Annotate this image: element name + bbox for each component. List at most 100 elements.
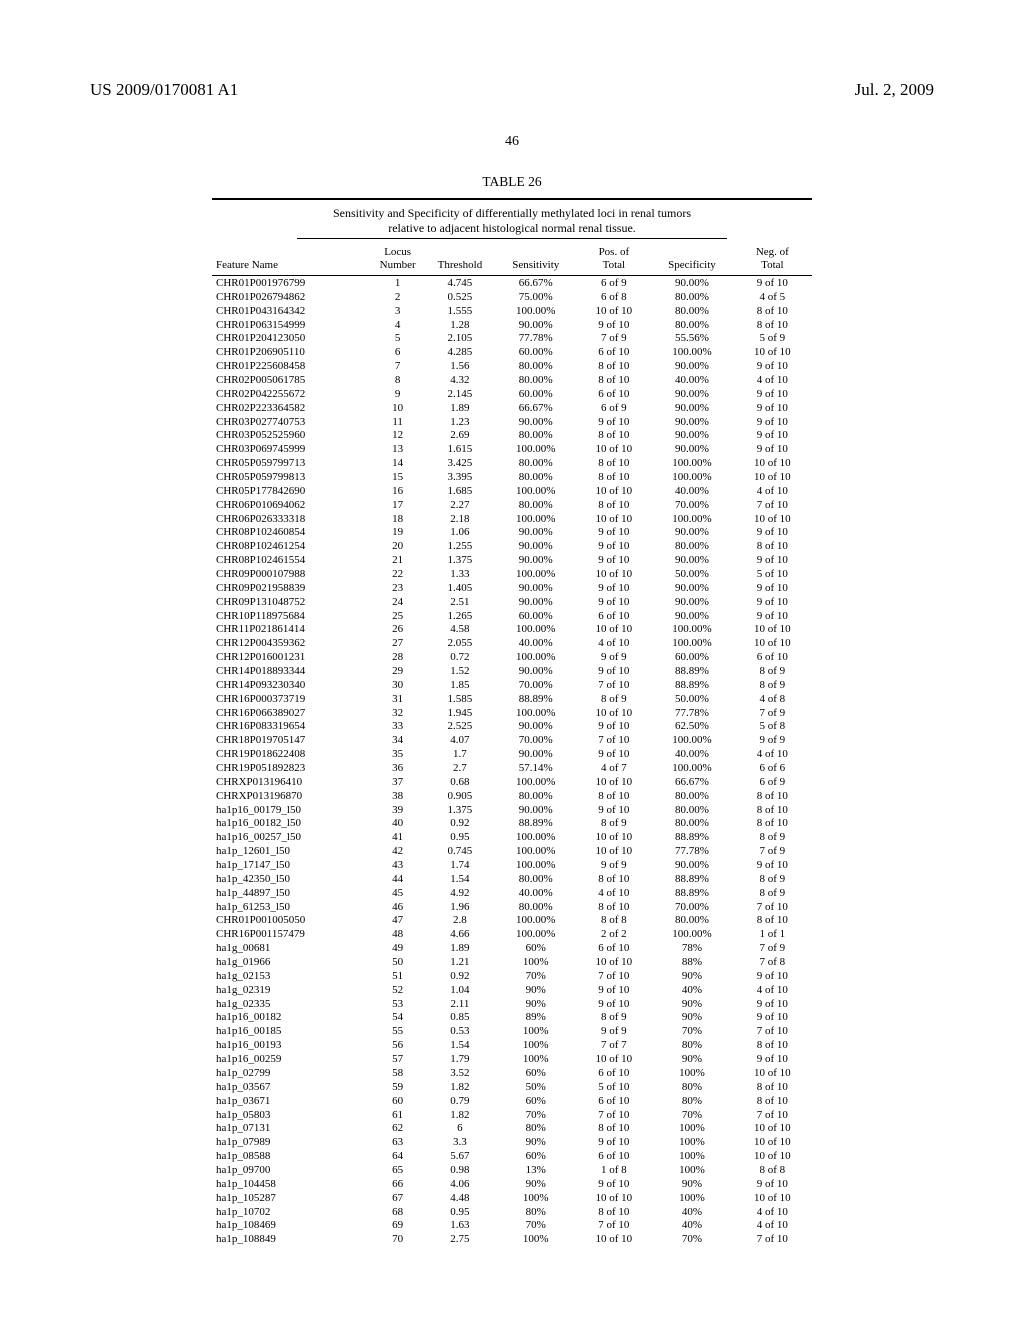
cell-neg-of-total: 10 of 10 [733,1122,812,1136]
table-row: CHR05P177842690161.685100.00%10 of 1040.… [212,484,812,498]
cell-pos-of-total: 10 of 10 [577,623,652,637]
cell-sensitivity: 90.00% [495,748,577,762]
cell-neg-of-total: 4 of 10 [733,748,812,762]
col-feature-name: Feature Name [212,243,370,276]
cell-locus-number: 29 [370,665,424,679]
cell-neg-of-total: 9 of 10 [733,1177,812,1191]
cell-neg-of-total: 6 of 9 [733,775,812,789]
cell-pos-of-total: 10 of 10 [577,443,652,457]
cell-locus-number: 66 [370,1177,424,1191]
cell-sensitivity: 100.00% [495,623,577,637]
table-row: ha1p_108849702.75100%10 of 1070%7 of 10 [212,1233,812,1247]
cell-threshold: 0.92 [425,969,495,983]
cell-specificity: 80.00% [651,789,733,803]
table-row: CHR03P052525960122.6980.00%8 of 1090.00%… [212,429,812,443]
cell-pos-of-total: 9 of 10 [577,997,652,1011]
cell-threshold: 4.66 [425,928,495,942]
table-row: CHR05P059799813153.39580.00%8 of 10100.0… [212,470,812,484]
cell-threshold: 2.8 [425,914,495,928]
table-row: ha1p_104458664.0690%9 of 1090%9 of 10 [212,1177,812,1191]
cell-pos-of-total: 10 of 10 [577,1191,652,1205]
cell-pos-of-total: 9 of 10 [577,748,652,762]
cell-neg-of-total: 10 of 10 [733,637,812,651]
cell-neg-of-total: 9 of 10 [733,1011,812,1025]
cell-sensitivity: 100.00% [495,567,577,581]
cell-specificity: 90.00% [651,554,733,568]
cell-specificity: 55.56% [651,332,733,346]
cell-pos-of-total: 10 of 10 [577,484,652,498]
cell-feature-name: CHR03P052525960 [212,429,370,443]
cell-locus-number: 34 [370,734,424,748]
cell-sensitivity: 100.00% [495,928,577,942]
cell-neg-of-total: 7 of 10 [733,1233,812,1247]
cell-feature-name: CHR08P102461254 [212,540,370,554]
table-row: CHR01P06315499941.2890.00%9 of 1080.00%8… [212,318,812,332]
cell-feature-name: ha1p_10702 [212,1205,370,1219]
cell-sensitivity: 80.00% [495,789,577,803]
cell-locus-number: 21 [370,554,424,568]
cell-specificity: 40.00% [651,484,733,498]
cell-pos-of-total: 9 of 10 [577,415,652,429]
cell-specificity: 88.89% [651,665,733,679]
cell-feature-name: CHR10P118975684 [212,609,370,623]
cell-threshold: 0.72 [425,651,495,665]
cell-specificity: 88.89% [651,831,733,845]
cell-locus-number: 45 [370,886,424,900]
cell-locus-number: 11 [370,415,424,429]
cell-feature-name: ha1p_105287 [212,1191,370,1205]
cell-specificity: 100.00% [651,623,733,637]
cell-locus-number: 4 [370,318,424,332]
cell-feature-name: ha1g_02335 [212,997,370,1011]
cell-threshold: 0.525 [425,290,495,304]
table-row: ha1p16_00182_l50400.9288.89%8 of 980.00%… [212,817,812,831]
cell-feature-name: CHR09P000107988 [212,567,370,581]
cell-specificity: 80% [651,1080,733,1094]
cell-feature-name: CHR02P042255672 [212,387,370,401]
cell-threshold: 1.615 [425,443,495,457]
cell-feature-name: CHR16P066389027 [212,706,370,720]
cell-locus-number: 28 [370,651,424,665]
cell-threshold: 1.82 [425,1080,495,1094]
cell-threshold: 3.3 [425,1136,495,1150]
cell-threshold: 1.265 [425,609,495,623]
cell-pos-of-total: 8 of 10 [577,470,652,484]
cell-specificity: 40.00% [651,373,733,387]
cell-threshold: 3.395 [425,470,495,484]
cell-threshold: 0.745 [425,845,495,859]
cell-feature-name: CHR16P083319654 [212,720,370,734]
page-number: 46 [90,134,934,150]
table-row: ha1p16_00257_l50410.95100.00%10 of 1088.… [212,831,812,845]
cell-sensitivity: 90.00% [495,526,577,540]
cell-sensitivity: 80.00% [495,360,577,374]
cell-locus-number: 42 [370,845,424,859]
cell-pos-of-total: 7 of 9 [577,332,652,346]
cell-feature-name: CHR08P102461554 [212,554,370,568]
table-row: ha1p_07989633.390%9 of 10100%10 of 10 [212,1136,812,1150]
cell-threshold: 1.555 [425,304,495,318]
cell-feature-name: ha1p_07989 [212,1136,370,1150]
cell-pos-of-total: 8 of 10 [577,429,652,443]
cell-neg-of-total: 9 of 10 [733,401,812,415]
cell-locus-number: 15 [370,470,424,484]
cell-neg-of-total: 9 of 10 [733,276,812,290]
table-row: ha1p_12601_l50420.745100.00%10 of 1077.7… [212,845,812,859]
cell-pos-of-total: 9 of 10 [577,540,652,554]
cell-pos-of-total: 10 of 10 [577,1233,652,1247]
cell-locus-number: 13 [370,443,424,457]
table-row: CHR16P001157479484.66100.00%2 of 2100.00… [212,928,812,942]
table-subtitle-line1: Sensitivity and Specificity of different… [333,206,691,220]
cell-feature-name: CHR19P051892823 [212,762,370,776]
cell-sensitivity: 100.00% [495,831,577,845]
cell-sensitivity: 60% [495,1094,577,1108]
cell-neg-of-total: 5 of 10 [733,567,812,581]
cell-feature-name: CHR01P026794862 [212,290,370,304]
cell-sensitivity: 100.00% [495,484,577,498]
cell-neg-of-total: 5 of 8 [733,720,812,734]
table-row: CHR19P051892823362.757.14%4 of 7100.00%6… [212,762,812,776]
cell-threshold: 1.06 [425,526,495,540]
table-row: ha1p_0713162680%8 of 10100%10 of 10 [212,1122,812,1136]
cell-locus-number: 54 [370,1011,424,1025]
page: US 2009/0170081 A1 Jul. 2, 2009 46 TABLE… [0,0,1024,1320]
cell-neg-of-total: 8 of 9 [733,872,812,886]
cell-neg-of-total: 9 of 10 [733,554,812,568]
